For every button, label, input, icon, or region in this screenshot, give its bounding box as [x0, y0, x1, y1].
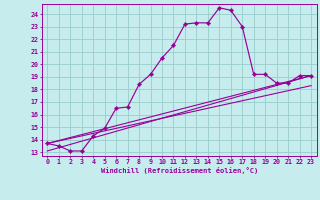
X-axis label: Windchill (Refroidissement éolien,°C): Windchill (Refroidissement éolien,°C) — [100, 167, 258, 174]
